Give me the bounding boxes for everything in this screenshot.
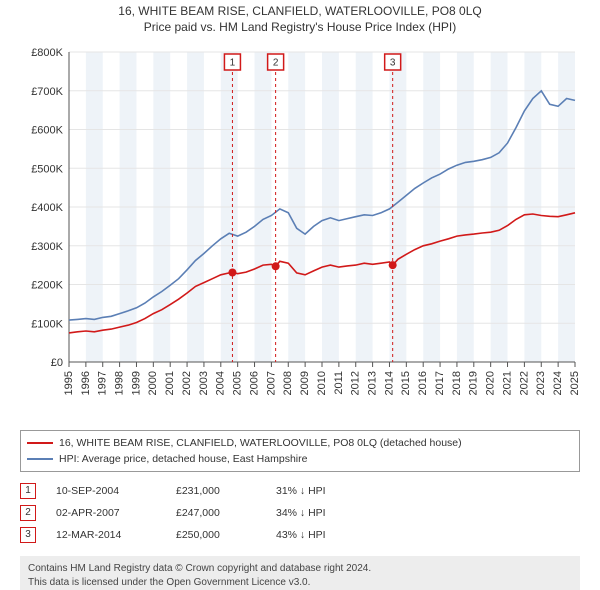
chart-title-line2: Price paid vs. HM Land Registry's House …	[0, 20, 600, 34]
sale-marker-dot-2	[272, 262, 280, 270]
svg-text:2023: 2023	[535, 371, 547, 395]
svg-text:2003: 2003	[198, 371, 210, 395]
sale-row-marker-3: 3	[20, 527, 36, 543]
sale-marker-num-2: 2	[273, 58, 279, 69]
svg-text:2009: 2009	[299, 371, 311, 395]
sale-row-3: 3 12-MAR-2014 £250,000 43% ↓ HPI	[20, 524, 580, 546]
svg-text:1997: 1997	[97, 371, 109, 395]
svg-text:2018: 2018	[451, 371, 463, 395]
legend-label-0: 16, WHITE BEAM RISE, CLANFIELD, WATERLOO…	[59, 435, 462, 451]
sale-row-2: 2 02-APR-2007 £247,000 34% ↓ HPI	[20, 502, 580, 524]
legend-box: 16, WHITE BEAM RISE, CLANFIELD, WATERLOO…	[20, 430, 580, 472]
svg-text:2004: 2004	[215, 371, 227, 395]
sale-marker-dot-3	[389, 261, 397, 269]
sale-row-date-1: 10-SEP-2004	[56, 480, 156, 502]
svg-text:2020: 2020	[485, 371, 497, 395]
svg-text:£400K: £400K	[31, 202, 63, 214]
price-chart: £0 £100K £200K £300K £400K £500K £600K £700K £80…	[20, 42, 580, 422]
legend-row-0: 16, WHITE BEAM RISE, CLANFIELD, WATERLOO…	[27, 435, 573, 451]
sale-row-price-2: £247,000	[176, 502, 256, 524]
sale-row-price-1: £231,000	[176, 480, 256, 502]
legend-label-1: HPI: Average price, detached house, East…	[59, 451, 307, 467]
svg-text:1999: 1999	[130, 371, 142, 395]
sale-row-date-2: 02-APR-2007	[56, 502, 156, 524]
svg-text:2012: 2012	[350, 371, 362, 395]
sales-table: 1 10-SEP-2004 £231,000 31% ↓ HPI 2 02-APR-200…	[20, 480, 580, 546]
svg-text:2016: 2016	[417, 371, 429, 395]
sale-marker-num-3: 3	[390, 58, 396, 69]
chart-title-line1: 16, WHITE BEAM RISE, CLANFIELD, WATERLOO…	[0, 4, 600, 18]
svg-text:2011: 2011	[333, 371, 345, 395]
sale-row-delta-2: 34% ↓ HPI	[276, 502, 376, 524]
svg-text:2007: 2007	[265, 371, 277, 395]
svg-text:£800K: £800K	[31, 47, 63, 59]
svg-text:£200K: £200K	[31, 280, 63, 292]
sale-row-price-3: £250,000	[176, 524, 256, 546]
legend-row-1: HPI: Average price, detached house, East…	[27, 451, 573, 467]
footer-line2: This data is licensed under the Open Gov…	[28, 576, 572, 590]
svg-text:2024: 2024	[552, 371, 564, 395]
sale-row-delta-3: 43% ↓ HPI	[276, 524, 376, 546]
sale-row-1: 1 10-SEP-2004 £231,000 31% ↓ HPI	[20, 480, 580, 502]
svg-text:2008: 2008	[282, 371, 294, 395]
svg-text:£600K: £600K	[31, 125, 63, 137]
svg-text:2019: 2019	[468, 371, 480, 395]
svg-text:£0: £0	[51, 357, 63, 369]
legend-swatch-1	[27, 458, 53, 460]
sale-row-date-3: 12-MAR-2014	[56, 524, 156, 546]
svg-text:2006: 2006	[248, 371, 260, 395]
svg-text:2000: 2000	[147, 371, 159, 395]
sale-marker-dot-1	[228, 268, 236, 276]
sale-row-delta-1: 31% ↓ HPI	[276, 480, 376, 502]
sale-row-marker-1: 1	[20, 483, 36, 499]
svg-text:2022: 2022	[518, 371, 530, 395]
svg-text:2014: 2014	[383, 371, 395, 395]
svg-text:1996: 1996	[80, 371, 92, 395]
footer-line1: Contains HM Land Registry data © Crown c…	[28, 562, 572, 576]
svg-text:£700K: £700K	[31, 86, 63, 98]
svg-text:2025: 2025	[569, 371, 580, 395]
svg-text:£500K: £500K	[31, 163, 63, 175]
svg-text:1995: 1995	[63, 371, 75, 395]
svg-text:2015: 2015	[400, 371, 412, 395]
svg-text:2002: 2002	[181, 371, 193, 395]
legend-swatch-0	[27, 442, 53, 444]
svg-text:1998: 1998	[114, 371, 126, 395]
svg-text:2013: 2013	[367, 371, 379, 395]
chart-container: £0 £100K £200K £300K £400K £500K £600K £700K £80…	[20, 42, 580, 422]
svg-text:2021: 2021	[501, 371, 513, 395]
attribution-footer: Contains HM Land Registry data © Crown c…	[20, 556, 580, 590]
svg-text:2017: 2017	[434, 371, 446, 395]
svg-text:2010: 2010	[316, 371, 328, 395]
svg-text:£100K: £100K	[31, 318, 63, 330]
svg-text:£300K: £300K	[31, 241, 63, 253]
sale-marker-num-1: 1	[230, 58, 236, 69]
svg-text:2001: 2001	[164, 371, 176, 395]
sale-row-marker-2: 2	[20, 505, 36, 521]
svg-text:2005: 2005	[232, 371, 244, 395]
